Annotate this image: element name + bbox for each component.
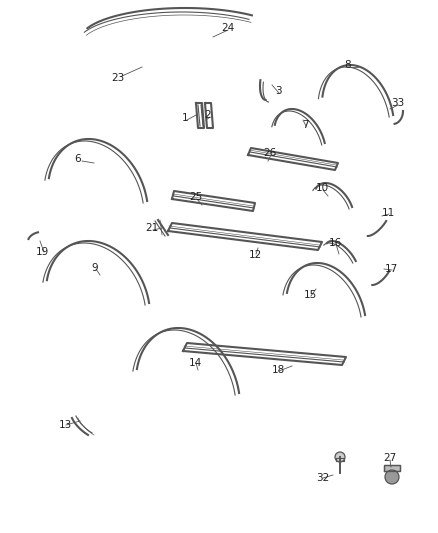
Text: 2: 2 (205, 110, 211, 120)
Text: 26: 26 (263, 148, 277, 158)
Circle shape (385, 470, 399, 484)
Text: 10: 10 (315, 183, 328, 193)
Text: 9: 9 (92, 263, 98, 273)
Text: 32: 32 (316, 473, 330, 483)
Text: 1: 1 (182, 113, 188, 123)
Text: 25: 25 (189, 192, 203, 202)
Polygon shape (384, 465, 400, 471)
Text: 23: 23 (111, 73, 125, 83)
Text: 12: 12 (248, 250, 261, 260)
Text: 11: 11 (381, 208, 395, 218)
Text: 33: 33 (392, 98, 405, 108)
Text: 6: 6 (75, 154, 81, 164)
Text: 17: 17 (385, 264, 398, 274)
Text: 13: 13 (58, 420, 72, 430)
Text: 16: 16 (328, 238, 342, 248)
Text: 24: 24 (221, 23, 235, 33)
Text: 14: 14 (188, 358, 201, 368)
Text: 19: 19 (35, 247, 49, 257)
Text: 18: 18 (272, 365, 285, 375)
Text: 8: 8 (345, 60, 351, 70)
Text: 27: 27 (383, 453, 397, 463)
Text: 15: 15 (304, 290, 317, 300)
Text: 7: 7 (302, 120, 308, 130)
Text: 3: 3 (275, 86, 281, 96)
Circle shape (335, 452, 345, 462)
Text: 21: 21 (145, 223, 159, 233)
